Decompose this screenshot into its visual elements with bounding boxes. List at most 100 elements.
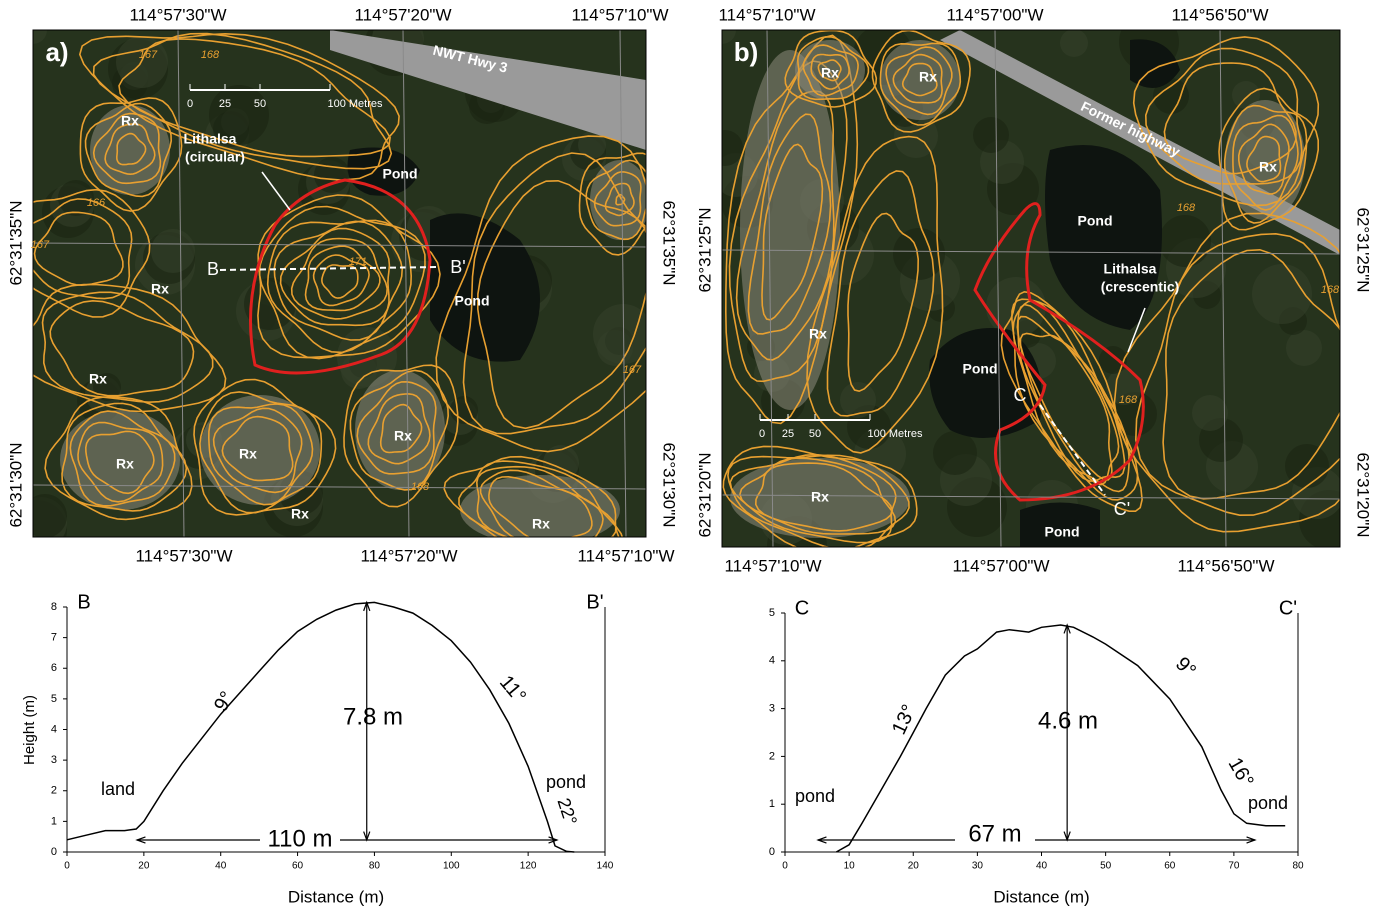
latitude-label: 62°31'20"N [695, 452, 714, 537]
y-tick-label: 4 [51, 723, 57, 735]
y-tick-label: 6 [51, 662, 57, 674]
x-tick-label: 50 [1100, 861, 1112, 872]
tree-texture [1159, 215, 1211, 267]
annotation: 7.8 m [343, 703, 403, 730]
y-tick-label: 0 [769, 846, 775, 858]
longitude-label: 114°57'30"W [135, 546, 232, 565]
label: 166 [87, 197, 106, 209]
label: (crescentic) [1101, 279, 1180, 295]
label: 168 [1321, 284, 1340, 296]
x-tick-label: 120 [520, 861, 537, 872]
tree-texture [1252, 264, 1312, 324]
scale-label: 0 [759, 428, 765, 440]
label: Rx [394, 428, 412, 444]
label: B [207, 259, 219, 279]
latitude-label: 62°31'30"N [660, 442, 679, 527]
tree-texture [1286, 330, 1322, 366]
x-tick-label: 140 [597, 861, 614, 872]
x-tick-label: 80 [369, 861, 381, 872]
label: Rx [89, 371, 107, 387]
longitude-label: 114°56'50"W [1171, 5, 1268, 24]
scale-label: 50 [254, 98, 266, 110]
label: 167 [31, 239, 50, 251]
x-tick-label: 0 [782, 861, 788, 872]
label: Pond [963, 361, 998, 377]
scale-label: 25 [219, 98, 231, 110]
latitude-label: 62°31'25"N [695, 207, 714, 292]
longitude-label: 114°57'00"W [952, 556, 1049, 575]
label: 168 [1177, 202, 1196, 214]
figure: 114°57'30"W 114°57'30"W 114°57'20"W 114°57'… [0, 0, 1380, 912]
x-axis-label: Distance (m) [288, 887, 384, 906]
label: Rx [811, 489, 829, 505]
longitude-label: 114°57'30"W [129, 5, 226, 24]
profile-line [836, 625, 1285, 852]
label: Rx [116, 456, 134, 472]
scale-label: 100 Metres [327, 98, 383, 110]
y-tick-label: 2 [51, 785, 57, 797]
label: B' [450, 257, 465, 277]
annotation: 22° [553, 796, 580, 828]
y-tick-label: 2 [769, 750, 775, 762]
annotation: pond [795, 786, 835, 806]
y-tick-label: 3 [769, 703, 775, 715]
tree-texture [23, 494, 67, 538]
label: 168 [1119, 394, 1138, 406]
latitude-label: 62°31'35"N [660, 200, 679, 285]
tree-texture [973, 117, 1009, 153]
label: Rx [239, 446, 257, 462]
section-label: C [795, 597, 809, 619]
tree-texture [986, 277, 1046, 337]
longitude-label: 114°57'10"W [577, 546, 674, 565]
y-tick-label: 4 [769, 655, 775, 667]
y-tick-label: 5 [769, 607, 775, 619]
longitude-label: 114°56'50"W [1177, 556, 1274, 575]
profile-line [67, 602, 574, 852]
label: 168 [201, 49, 220, 61]
label: Pond [383, 166, 418, 182]
annotation: 4.6 m [1038, 707, 1098, 734]
latitude-label: 62°31'30"N [6, 442, 25, 527]
longitude-label: 114°57'10"W [571, 5, 668, 24]
x-tick-label: 80 [1292, 861, 1304, 872]
annotation: pond [1248, 793, 1288, 813]
label: (circular) [185, 149, 245, 165]
x-tick-label: 30 [972, 861, 984, 872]
label: Rx [1259, 159, 1277, 175]
label: C' [1114, 499, 1130, 519]
y-tick-label: 0 [51, 846, 57, 858]
label: Rx [919, 69, 937, 85]
latitude-label: 62°31'20"N [1354, 452, 1373, 537]
x-axis-label: Distance (m) [993, 887, 1089, 906]
annotation: pond [546, 772, 586, 792]
x-tick-label: 40 [1036, 861, 1048, 872]
x-tick-label: 70 [1228, 861, 1240, 872]
x-tick-label: 10 [844, 861, 856, 872]
label: 167 [623, 364, 642, 376]
tree-texture [707, 130, 743, 166]
longitude-label: 114°57'00"W [946, 5, 1043, 24]
longitude-label: 114°57'10"W [718, 5, 815, 24]
tree-texture [1099, 346, 1127, 374]
x-tick-label: 0 [64, 861, 70, 872]
map-b [707, 12, 1364, 576]
y-tick-label: 1 [51, 815, 57, 827]
longitude-label: 114°57'20"W [360, 546, 457, 565]
y-tick-label: 3 [51, 754, 57, 766]
label: Rx [291, 506, 309, 522]
map-image [7, 13, 679, 566]
label: Lithalsa [184, 131, 237, 147]
tree-texture [933, 431, 977, 475]
x-tick-label: 100 [443, 861, 460, 872]
map-image [707, 12, 1364, 576]
longitude-label: 114°57'10"W [724, 556, 821, 575]
tree-texture [151, 229, 195, 273]
latitude-label: 62°31'25"N [1354, 207, 1373, 292]
tree-texture [1192, 395, 1228, 431]
section-label: C' [1279, 597, 1297, 619]
annotation: 11° [495, 671, 530, 707]
x-tick-label: 60 [1164, 861, 1176, 872]
x-tick-label: 40 [215, 861, 227, 872]
label: Lithalsa [1104, 261, 1157, 277]
label: Rx [532, 516, 550, 532]
